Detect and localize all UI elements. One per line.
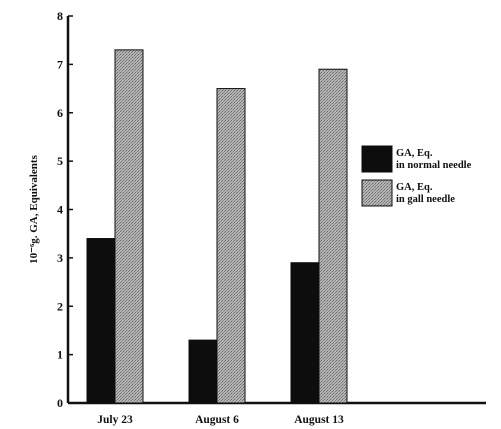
legend-label-line: GA, Eq.: [396, 148, 433, 159]
bar-gall-needle: [216, 88, 246, 404]
x-tick-label: August 6: [195, 414, 239, 426]
y-axis: 0 1 2 3 4 5 6 7 8: [57, 9, 73, 410]
y-axis-title: 10⁻⁶g. GA, Equivalents: [28, 154, 40, 263]
y-tick-label: 2: [57, 299, 63, 313]
bar-gall-needle: [318, 68, 348, 404]
y-tick-label: 3: [57, 251, 63, 265]
x-tick-label: August 13: [294, 414, 344, 426]
bar-normal-needle: [86, 238, 116, 404]
y-tick-label: 6: [57, 106, 63, 120]
y-tick-label: 8: [57, 9, 63, 23]
y-tick-label: 7: [57, 57, 63, 71]
legend-label-line: in normal needle: [396, 160, 472, 171]
x-tick-labels: July 23 August 6 August 13: [97, 414, 344, 426]
legend-label-line: in gall needle: [396, 194, 455, 205]
legend-swatch-gall: [361, 179, 393, 207]
bar-gall-needle: [114, 49, 144, 404]
bar-normal-needle: [188, 339, 218, 404]
legend-swatch-normal: [361, 145, 393, 173]
legend-label: GA, Eq. in gall needle: [396, 182, 455, 205]
x-tick-label: July 23: [97, 414, 133, 426]
legend-label-line: GA, Eq.: [396, 182, 433, 193]
legend-label: GA, Eq. in normal needle: [396, 148, 472, 171]
bars: [86, 49, 348, 404]
y-tick-label: 1: [57, 348, 63, 362]
y-tick-label: 0: [57, 396, 63, 410]
y-tick-label: 4: [57, 203, 63, 217]
y-tick-label: 5: [57, 154, 63, 168]
bar-normal-needle: [290, 262, 320, 404]
